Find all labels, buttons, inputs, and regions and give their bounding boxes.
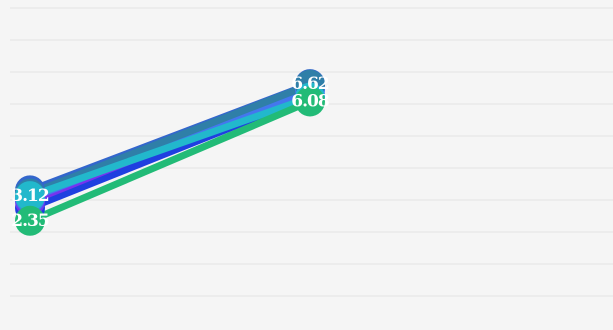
data-label-0: 6.62 (291, 74, 329, 94)
series-6-point-1 (295, 86, 325, 117)
grid-lines (10, 7, 613, 297)
series-6-point-0 (15, 205, 45, 236)
data-label-1: 3.12 (11, 186, 49, 206)
data-label-3: 6.08 (291, 91, 329, 111)
series-line-5 (26, 94, 314, 200)
data-labels: 6.62 3.12 2.35 6.08 (11, 74, 330, 231)
data-markers (15, 69, 325, 236)
series-5-point-0 (15, 181, 45, 212)
series-line-6 (26, 97, 314, 225)
series-line-4 (26, 81, 314, 198)
series-lines (26, 80, 314, 225)
data-label-2: 2.35 (11, 211, 49, 231)
